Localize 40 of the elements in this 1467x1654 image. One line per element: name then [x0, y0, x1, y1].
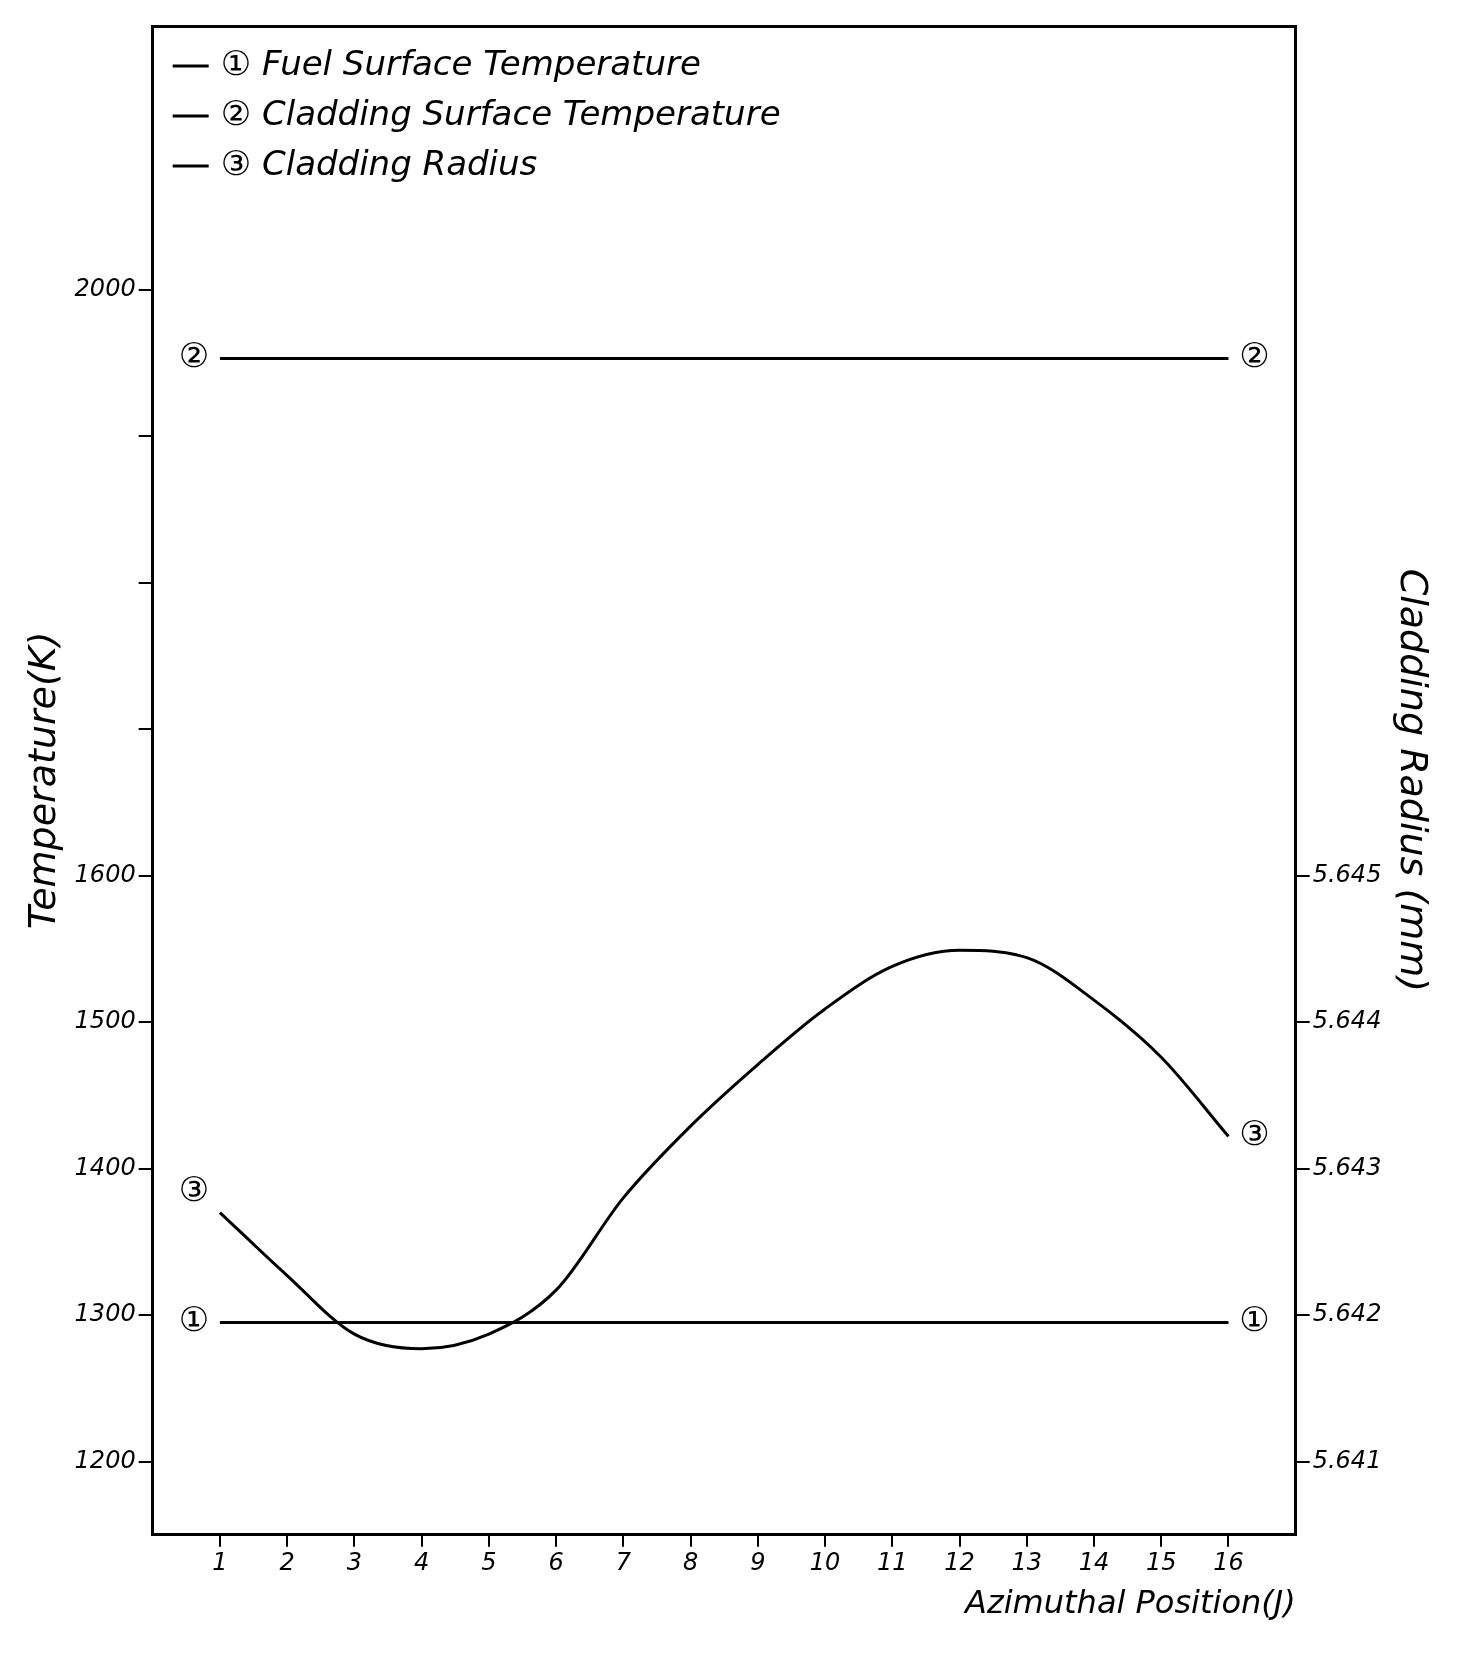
- x-tick-label: 16: [1213, 1548, 1244, 1577]
- x-tick-label: 14: [1078, 1548, 1110, 1577]
- y2-tick-label: 5.644: [1312, 1006, 1382, 1035]
- x-tick-label: 5: [481, 1548, 497, 1577]
- x-tick-label: 7: [615, 1548, 632, 1577]
- y2-axis-title: Cladding Radius (mm): [1392, 568, 1437, 993]
- x-tick-label: 15: [1145, 1548, 1177, 1577]
- y-tick-label: 1600: [74, 859, 136, 888]
- y-tick-label: 2000: [74, 273, 136, 302]
- legend-label: ① Fuel Surface Temperature: [220, 42, 701, 83]
- x-tick-label: 9: [750, 1548, 766, 1577]
- y2-tick-label: 5.641: [1312, 1445, 1382, 1474]
- x-tick-label: 2: [279, 1548, 295, 1577]
- annotation: ①: [1239, 1299, 1270, 1340]
- annotation: ①: [178, 1299, 210, 1340]
- y-tick-label: 1300: [74, 1299, 136, 1328]
- x-tick-label: 10: [809, 1548, 841, 1577]
- annotation: ②: [1239, 335, 1270, 376]
- y-tick-label: 1400: [74, 1152, 136, 1181]
- legend-label: ③ Cladding Radius: [220, 142, 538, 183]
- x-tick-label: 11: [877, 1548, 908, 1577]
- x-tick-label: 12: [944, 1548, 975, 1577]
- annotation: ③: [1239, 1113, 1270, 1154]
- x-tick-label: 8: [682, 1548, 699, 1577]
- line-series: [218, 948, 1230, 1351]
- annotation: ③: [178, 1169, 210, 1210]
- y-axis-title: Temperature(K): [19, 631, 64, 930]
- x-axis-title: Azimuthal Position(J): [963, 1583, 1296, 1622]
- x-tick-label: 3: [346, 1548, 363, 1577]
- x-tick-label: 1: [212, 1548, 228, 1577]
- y2-tick-label: 5.642: [1312, 1299, 1382, 1328]
- y-tick-label: 1200: [74, 1445, 136, 1474]
- legend-label: ② Cladding Surface Temperature: [220, 92, 781, 133]
- y-tick-label: 1500: [74, 1006, 136, 1035]
- x-tick-label: 6: [548, 1548, 564, 1577]
- y2-tick-label: 5.643: [1312, 1152, 1382, 1181]
- annotation: ②: [178, 335, 210, 376]
- x-tick-label: 13: [1011, 1548, 1043, 1577]
- y2-tick-label: 5.645: [1312, 859, 1382, 888]
- x-tick-label: 4: [413, 1548, 430, 1577]
